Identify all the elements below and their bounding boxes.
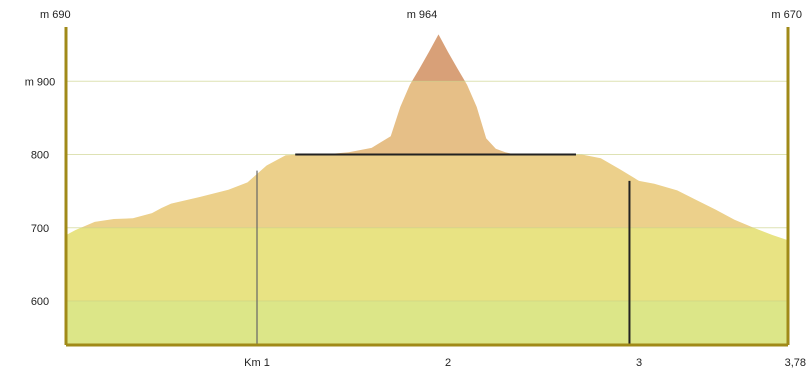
- x-tick-label-0: Km 1: [244, 357, 270, 369]
- km-markers: [256, 153, 631, 345]
- y-tick-label-2: 800: [31, 150, 49, 162]
- elevation-band-3: [66, 81, 788, 155]
- elevation-band-0: [66, 301, 788, 345]
- top-label-center: m 964: [407, 9, 438, 21]
- y-tick-label-0: 600: [31, 296, 49, 308]
- elevation-band-2: [66, 154, 788, 228]
- labels: m 690 m 964 m 670 600 700 800 m 900 Km 1 2 3 3,…: [25, 9, 806, 369]
- top-label-right: m 670: [771, 9, 802, 21]
- x-tick-label-1: 2: [445, 357, 451, 369]
- elevation-band-4: [66, 34, 788, 82]
- x-tick-label-3: 3,78: [785, 357, 806, 369]
- y-tick-label-1: 700: [31, 223, 49, 235]
- x-tick-label-2: 3: [636, 357, 642, 369]
- elevation-band-1: [66, 227, 788, 302]
- top-label-left: m 690: [40, 9, 71, 21]
- axes: [64, 27, 790, 347]
- y-tick-label-3: m 900: [25, 76, 56, 88]
